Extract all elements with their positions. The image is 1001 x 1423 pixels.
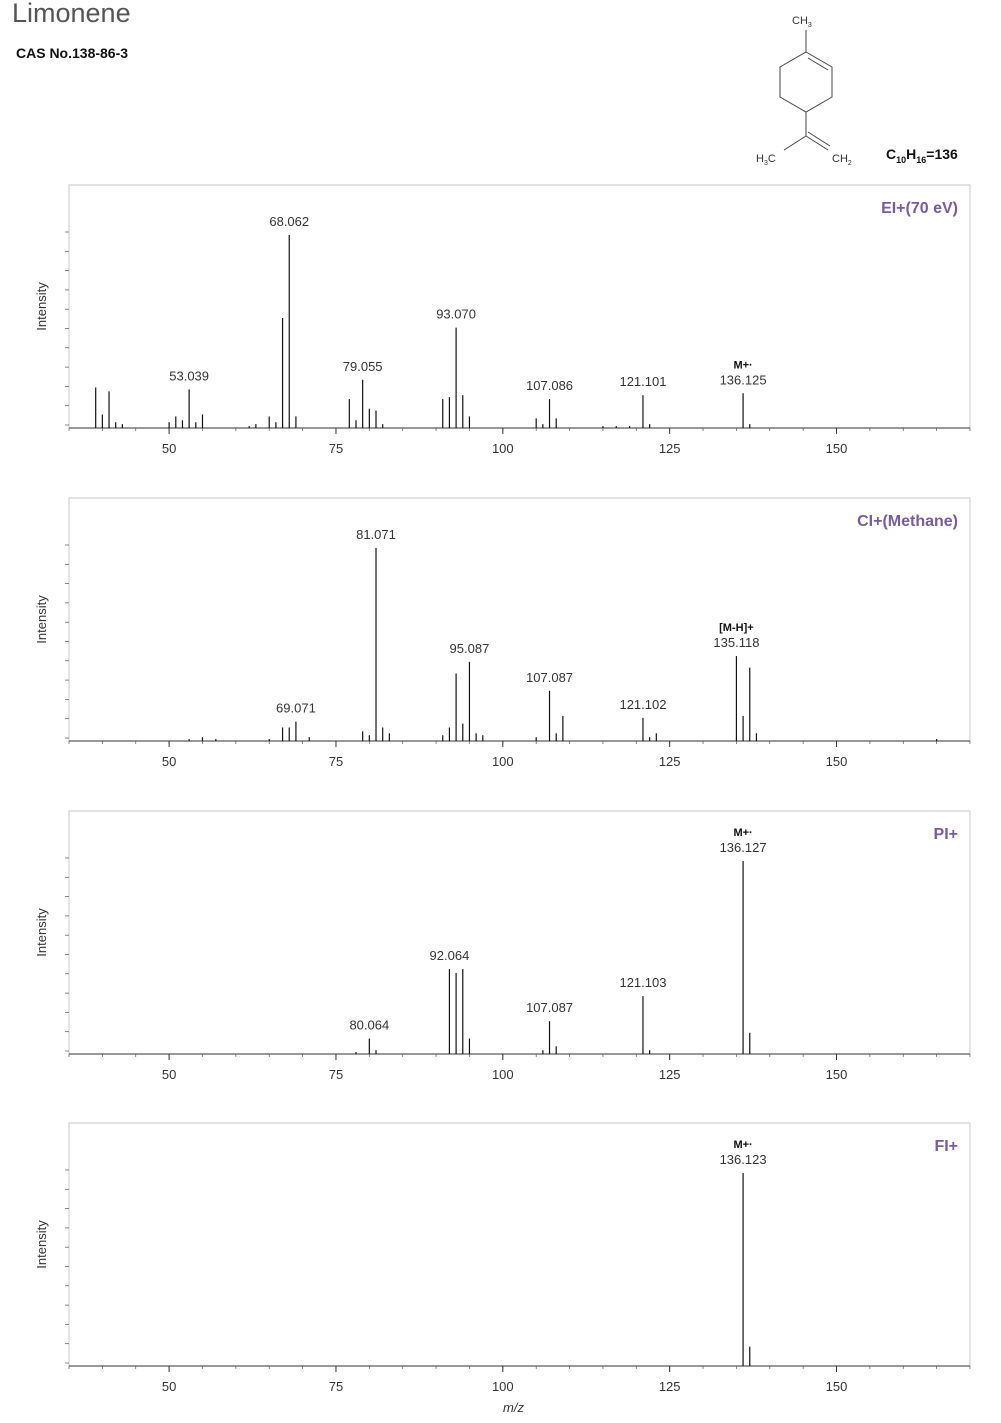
peak-label: 121.101 [619, 374, 666, 389]
x-tick-label: 125 [659, 754, 681, 769]
x-tick-label: 50 [162, 754, 176, 769]
x-tick-label: 125 [659, 441, 681, 456]
x-tick-label: 125 [659, 1067, 681, 1082]
peak-label: 69.071 [276, 701, 316, 716]
x-tick-label: 100 [492, 1067, 514, 1082]
x-tick-label: 75 [329, 754, 343, 769]
x-tick-label: 150 [826, 441, 848, 456]
x-tick-label: 100 [492, 1379, 514, 1394]
peak-label: 107.086 [526, 378, 573, 393]
structure-diagram: CH3 H3C CH2 [756, 15, 852, 167]
svg-text:CH3: CH3 [792, 15, 812, 29]
ion-label: [M-H]+ [719, 622, 754, 634]
x-tick-label: 50 [162, 1379, 176, 1394]
x-tick-label: 100 [492, 441, 514, 456]
peak-label: 136.125 [720, 372, 767, 387]
plot-frame [68, 1122, 971, 1367]
x-tick-label: 50 [162, 1067, 176, 1082]
plot-frame [68, 810, 971, 1055]
x-tick-label: 75 [329, 1379, 343, 1394]
plot-frame [68, 497, 971, 742]
ionization-method-label: FI+ [934, 1138, 958, 1155]
y-axis-label: Intensity [34, 282, 49, 331]
peak-label: 107.087 [526, 1000, 573, 1015]
ion-label: M+· [733, 1139, 752, 1151]
peak-label: 136.127 [720, 840, 767, 855]
svg-text:H3C: H3C [756, 153, 776, 167]
peak-label: 81.071 [356, 527, 396, 542]
x-axis-label: m/z [503, 1400, 524, 1415]
ionization-method-label: CI+(Methane) [857, 513, 958, 530]
y-axis-label: Intensity [34, 908, 49, 957]
peak-label: 107.087 [526, 670, 573, 685]
svg-text:CH2: CH2 [832, 153, 852, 167]
peak-label: 136.123 [720, 1152, 767, 1167]
ion-label: M+· [733, 827, 752, 839]
peak-label: 95.087 [450, 641, 490, 656]
x-tick-label: 150 [826, 1379, 848, 1394]
ionization-method-label: PI+ [934, 826, 958, 843]
ei-spectrum-chart: Intensity 50 75 100 125 150 EI+(70 eV) 53.039 68… [34, 184, 971, 456]
x-tick-label: 50 [162, 441, 176, 456]
y-axis-label: Intensity [34, 595, 49, 644]
peak-label: 53.039 [169, 368, 209, 383]
x-tick-label: 75 [329, 1067, 343, 1082]
peak-label: 135.118 [713, 635, 759, 650]
peak-label: 68.062 [269, 214, 309, 229]
x-tick-label: 75 [329, 441, 343, 456]
peak-label: 80.064 [349, 1018, 389, 1033]
x-tick-label: 150 [826, 754, 848, 769]
cas-number: CAS No.138-86-3 [16, 45, 129, 61]
peak-label: 79.055 [343, 359, 383, 374]
peak-label: 121.102 [619, 697, 666, 712]
ion-label: M+· [733, 359, 752, 371]
ionization-method-label: EI+(70 eV) [881, 200, 958, 217]
peak-label: 121.103 [619, 975, 666, 990]
peak-label: 93.070 [436, 307, 476, 322]
compound-name: Limonene [12, 0, 131, 28]
x-tick-label: 125 [659, 1379, 681, 1394]
molecular-formula: C10H16=136 [886, 146, 958, 165]
pi-spectrum-chart: Intensity 50 75 100 125 150 PI+ 80.064 92.064 107… [34, 810, 971, 1082]
y-axis-label: Intensity [34, 1220, 49, 1269]
peak-label: 92.064 [430, 948, 470, 963]
plot-frame [68, 184, 971, 429]
x-tick-label: 100 [492, 754, 514, 769]
x-tick-label: 150 [826, 1067, 848, 1082]
ci-spectrum-chart: Intensity 50 75 100 125 150 CI+(Methane) 69.071… [34, 497, 971, 769]
